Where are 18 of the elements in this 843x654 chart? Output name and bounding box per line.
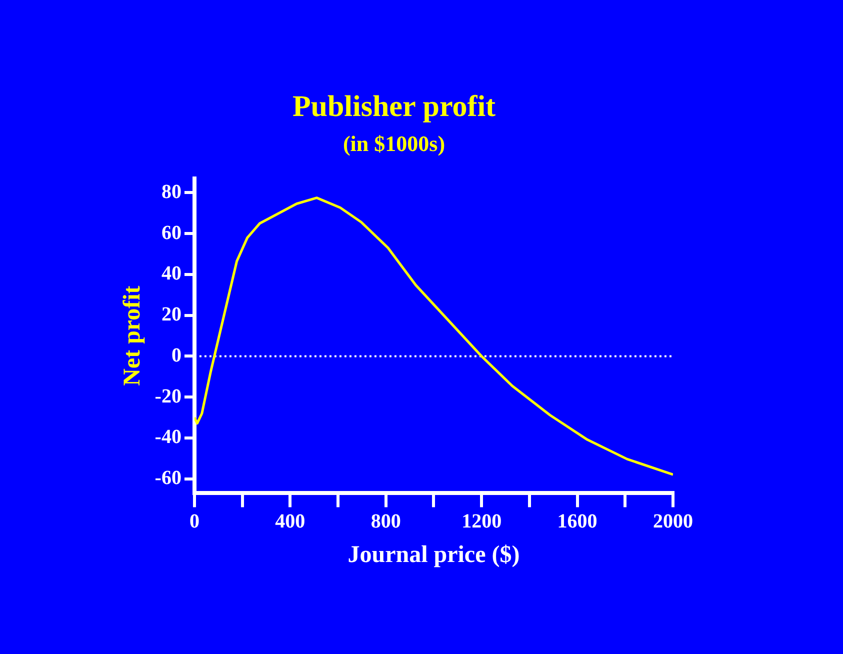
x-tick-label: 0 xyxy=(189,510,200,532)
x-tick-label: 1600 xyxy=(557,510,598,532)
y-tick-label: -20 xyxy=(154,385,182,408)
y-tick-label: 80 xyxy=(161,180,182,203)
chart-title: Publisher profit xyxy=(292,90,496,123)
y-tick-label: 20 xyxy=(161,304,182,326)
y-tick-label: -40 xyxy=(154,426,182,448)
y-tick-label: -60 xyxy=(154,467,182,490)
x-tick-label: 1200 xyxy=(462,510,502,532)
x-tick-label: 400 xyxy=(275,510,306,532)
y-tick-label: 40 xyxy=(161,262,182,285)
y-tick-label: 0 xyxy=(171,344,182,366)
x-axis-title: Journal price ($) xyxy=(348,542,520,568)
y-axis-title: Net profit xyxy=(120,286,146,386)
chart-subtitle: (in $1000s) xyxy=(342,130,446,156)
x-tick-label: 2000 xyxy=(653,510,693,532)
y-tick-label: 60 xyxy=(161,222,182,244)
x-tick-label: 800 xyxy=(370,510,401,532)
